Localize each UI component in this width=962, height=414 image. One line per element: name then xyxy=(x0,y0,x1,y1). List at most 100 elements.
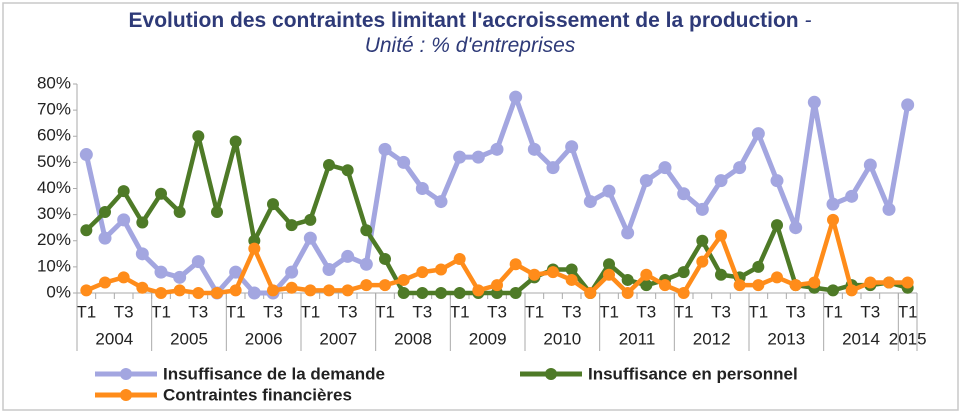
point xyxy=(304,213,317,226)
legend-marker xyxy=(120,389,132,401)
point xyxy=(864,276,877,289)
point xyxy=(583,195,597,209)
point xyxy=(303,231,317,245)
point xyxy=(546,161,560,175)
point xyxy=(267,198,279,211)
x-tick-label: T3 xyxy=(487,302,507,321)
point xyxy=(379,279,391,292)
point xyxy=(80,284,93,297)
point xyxy=(640,279,653,292)
point xyxy=(621,273,634,286)
point xyxy=(341,164,354,177)
point xyxy=(117,185,130,198)
point xyxy=(359,257,373,271)
point xyxy=(192,287,205,299)
point xyxy=(695,202,709,216)
point xyxy=(901,98,915,112)
point xyxy=(378,142,392,156)
point xyxy=(565,263,578,276)
x-tick-label: T1 xyxy=(76,302,96,321)
point xyxy=(360,224,373,237)
point xyxy=(752,279,765,292)
y-tick-label: 80% xyxy=(37,73,71,92)
point xyxy=(807,95,821,109)
point xyxy=(659,279,671,292)
point xyxy=(602,184,616,198)
point xyxy=(397,273,410,286)
y-tick-label: 70% xyxy=(37,100,71,119)
legend-marker xyxy=(120,368,132,380)
year-label: 2006 xyxy=(245,329,283,348)
point xyxy=(696,234,709,247)
point xyxy=(751,127,765,141)
point xyxy=(136,281,149,294)
point xyxy=(304,284,317,297)
point xyxy=(323,158,335,171)
year-label: 2011 xyxy=(619,329,656,348)
year-label: 2009 xyxy=(469,329,507,348)
point xyxy=(247,286,261,300)
x-tick-label: T3 xyxy=(263,302,283,321)
x-tick-label: T1 xyxy=(748,302,768,321)
x-tick-label: T3 xyxy=(786,302,806,321)
point xyxy=(135,247,149,261)
point xyxy=(99,276,111,289)
point xyxy=(845,284,858,297)
y-tick-label: 50% xyxy=(37,152,71,171)
point xyxy=(397,287,410,299)
legend-label: Contraintes financières xyxy=(163,385,352,404)
x-tick-label: T1 xyxy=(300,302,320,321)
point xyxy=(360,279,373,292)
point xyxy=(883,276,895,289)
point xyxy=(99,206,111,219)
year-label: 2004 xyxy=(95,329,133,348)
point xyxy=(696,255,709,268)
point xyxy=(677,287,690,299)
point xyxy=(415,182,429,195)
point xyxy=(323,284,335,297)
x-tick-label: T3 xyxy=(188,302,208,321)
point xyxy=(155,187,167,200)
point xyxy=(827,213,839,226)
legend-marker xyxy=(545,368,557,380)
point xyxy=(770,174,784,188)
point xyxy=(658,161,672,175)
point xyxy=(173,206,186,219)
point xyxy=(528,268,541,281)
y-tick-label: 10% xyxy=(37,256,71,275)
point xyxy=(733,161,747,175)
point xyxy=(471,150,485,164)
point xyxy=(453,287,466,299)
point xyxy=(771,219,783,232)
x-tick-label: T1 xyxy=(599,302,619,321)
year-label: 2014 xyxy=(842,329,880,348)
point xyxy=(603,268,615,281)
x-tick-label: T3 xyxy=(412,302,432,321)
point xyxy=(155,287,167,299)
point xyxy=(733,279,746,292)
point xyxy=(211,287,223,299)
y-tick-label: 30% xyxy=(37,204,71,223)
point xyxy=(173,270,187,284)
point xyxy=(714,174,728,188)
point xyxy=(285,281,298,294)
point xyxy=(416,266,429,279)
point xyxy=(771,271,783,284)
point xyxy=(826,197,840,211)
point xyxy=(547,266,559,279)
x-tick-label: T1 xyxy=(151,302,171,321)
x-tick-label: T1 xyxy=(823,302,843,321)
point xyxy=(639,174,653,188)
point xyxy=(267,284,279,297)
point xyxy=(490,142,504,156)
x-tick-label: T1 xyxy=(674,302,694,321)
point xyxy=(341,249,355,263)
point xyxy=(491,279,503,292)
point xyxy=(248,242,261,255)
point xyxy=(603,258,615,271)
point xyxy=(229,135,242,148)
x-tick-label: T3 xyxy=(338,302,358,321)
point xyxy=(117,213,131,227)
